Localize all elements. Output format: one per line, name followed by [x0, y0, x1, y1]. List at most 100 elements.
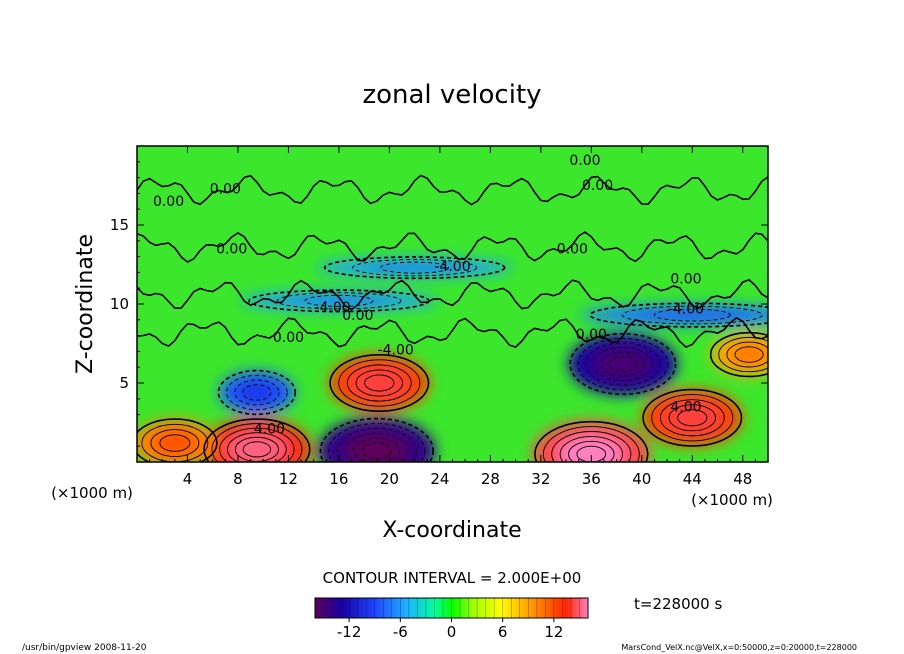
contour-line-3-6: [534, 420, 649, 462]
contour-line-3-1: [576, 445, 607, 462]
contour-line-3-3: [559, 435, 623, 462]
contour-line-3-2: [568, 440, 615, 462]
contour-label-3: 0.00: [569, 153, 600, 169]
contour-line-2-6: [319, 417, 434, 462]
colorbar-tick-label-0: -12: [337, 623, 362, 641]
contour-label-13: -4.00: [378, 343, 414, 359]
contour-line-5-2: [355, 369, 404, 397]
contour-line-6-4: [585, 342, 661, 386]
contour-label-2: 0.00: [216, 241, 247, 257]
x-tick-label-0: 4: [183, 470, 193, 488]
contour-line-6-6: [569, 332, 677, 396]
zero-contour-2: [137, 278, 768, 311]
contour-line-11-1: [653, 308, 731, 322]
zero-contour-1: [137, 231, 768, 263]
feature-core-9: [360, 262, 469, 273]
contour-line-0-6: [203, 418, 311, 462]
y-tick-label-2: 15: [110, 216, 129, 234]
contour-line-6-1: [608, 356, 638, 373]
contour-line-1-2: [150, 429, 200, 457]
contour-line-7-4: [217, 369, 297, 416]
contour-line-0-3: [227, 432, 287, 462]
feature-core-7: [236, 380, 278, 405]
x-tick-label-10: 44: [683, 470, 702, 488]
contour-line-3-5: [542, 426, 640, 462]
zero-contour-3: [137, 316, 768, 349]
contour-line-8-3: [718, 336, 768, 373]
contour-line-4-2: [668, 404, 717, 432]
contour-label-8: 0.00: [342, 308, 373, 324]
contour-line-1-4: [137, 418, 218, 462]
contour-line-5-4: [338, 359, 421, 407]
contour-line-9-1: [380, 261, 450, 274]
contour-line-5-1: [364, 374, 395, 392]
x-tick-label-4: 20: [380, 470, 399, 488]
contour-line-5-3: [346, 364, 412, 402]
contour-line-7-3: [226, 374, 288, 411]
contour-interval-text: CONTOUR INTERVAL = 2.000E+00: [323, 569, 582, 587]
contour-label-11: -4.00: [314, 300, 350, 316]
feature-core-11: [630, 309, 754, 321]
contour-line-8-1: [734, 346, 764, 363]
x-tick-label-6: 28: [481, 470, 500, 488]
x-unit-right: (×1000 m): [691, 491, 773, 509]
contour-labels: 0.00 0.00 0.00 0.00 0.00 0.00 0.00 0.00 0.00 0.00…: [153, 153, 704, 438]
contour-line-2-2: [353, 437, 401, 462]
contour-line-4-1: [677, 409, 708, 427]
y-tick-label-0: 5: [119, 374, 129, 392]
contour-label-1: 0.00: [210, 181, 241, 197]
x-tick-label-9: 40: [632, 470, 651, 488]
contour-line-9-2: [352, 259, 478, 277]
feature-core-0: [226, 432, 287, 462]
feature-core-4: [664, 401, 721, 434]
contour-line-4-3: [659, 399, 725, 437]
contour-line-0-1: [242, 441, 272, 458]
time-text: t=228000 s: [634, 595, 722, 613]
feature-core-3: [558, 435, 624, 462]
colorbar-tick-label-4: 12: [544, 623, 563, 641]
contour-label-5: 0.00: [557, 241, 588, 257]
contour-line-2-3: [345, 432, 409, 462]
contour-label-0: 0.00: [153, 194, 184, 210]
contour-line-6-5: [577, 337, 669, 391]
x-axis: 4 8 12 16 20 24 28 32 36 40 44 48: [149, 146, 756, 488]
contour-label-15: 4.00: [670, 399, 701, 415]
contour-line-6-2: [600, 351, 645, 377]
contour-line-4-5: [642, 388, 743, 447]
contour-line-10-1: [304, 294, 374, 307]
feature-core-1: [151, 429, 198, 457]
contour-line-2-1: [361, 442, 392, 460]
x-tick-label-3: 16: [329, 470, 348, 488]
y-axis-label: Z-coordinate: [73, 234, 98, 374]
chart-title: zonal velocity: [362, 80, 541, 110]
colorbar-tick-label-1: -6: [393, 623, 408, 641]
feature-core-8: [728, 342, 768, 367]
contour-line-10-2: [276, 292, 402, 310]
y-axis: 5 10 15: [110, 161, 768, 447]
contour-line-1-1: [159, 434, 191, 452]
colorbar-tick-label-2: 0: [447, 623, 457, 641]
x-tick-label-2: 12: [279, 470, 298, 488]
contour-line-7-1: [242, 384, 272, 401]
colorbar-levels: [323, 598, 580, 618]
contour-label-9: 0.00: [576, 327, 607, 343]
contour-label-7: 0.00: [273, 330, 304, 346]
x-tick-label-5: 24: [430, 470, 449, 488]
contour-line-0-5: [211, 423, 303, 462]
x-tick-label-8: 36: [582, 470, 601, 488]
contour-label-14: 4.00: [254, 422, 285, 438]
x-tick-label-1: 8: [233, 470, 243, 488]
contour-line-8-4: [709, 331, 768, 378]
feature-core-2: [344, 432, 410, 462]
feature-core-5: [351, 367, 408, 399]
contour-label-12: -4.00: [668, 301, 704, 317]
colorbar: -12 -6 0 6 12: [314, 597, 589, 641]
x-tick-label-7: 32: [531, 470, 550, 488]
y-tick-label-1: 10: [110, 295, 129, 313]
footer-left: /usr/bin/gpview 2008-11-20: [22, 643, 147, 653]
contour-line-9-3: [323, 256, 506, 280]
footer-right: MarsCond_VelX.nc@VelX,x=0:50000,z=0:2000…: [621, 643, 857, 652]
contour-line-11-3: [589, 302, 768, 328]
contour-line-6-3: [593, 346, 653, 382]
